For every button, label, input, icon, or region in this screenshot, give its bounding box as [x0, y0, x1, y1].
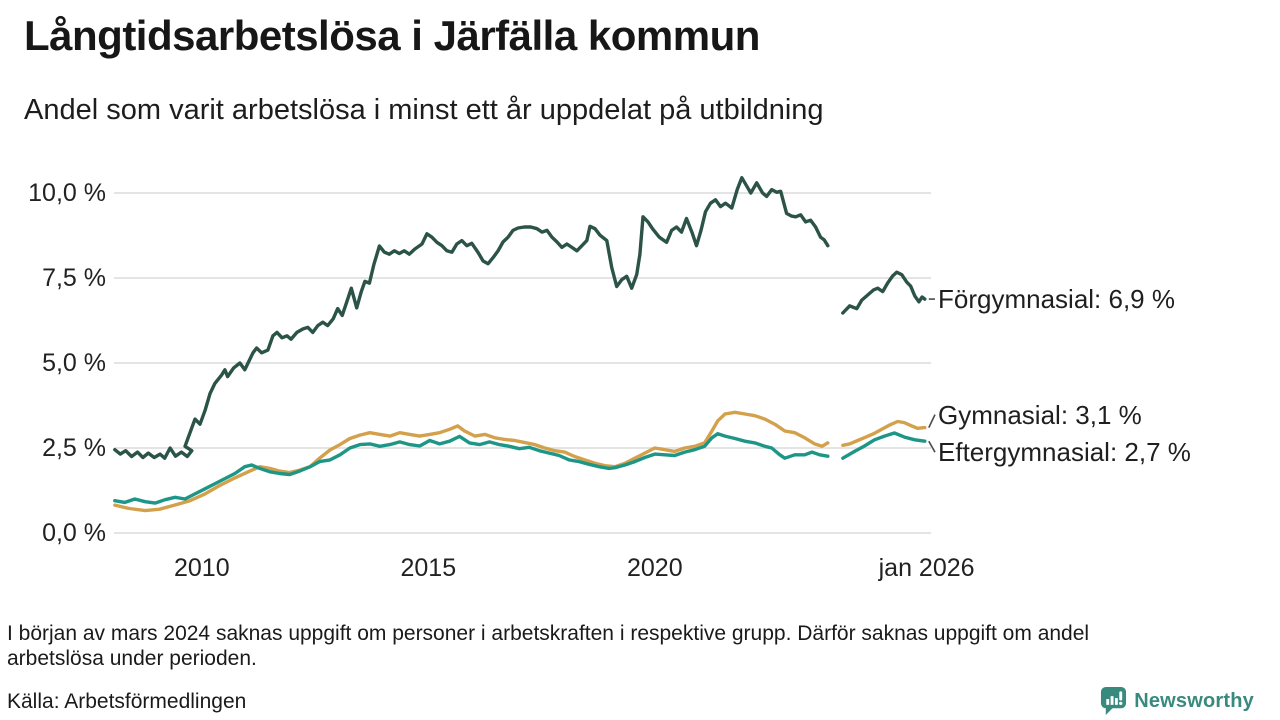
- series-end-label-gymnasial: Gymnasial: 3,1 %: [938, 399, 1142, 430]
- x-tick-label: 2015: [400, 554, 457, 582]
- series-line-förgymnasial: [113, 175, 830, 460]
- footnote: I början av mars 2024 saknas uppgift om …: [7, 622, 1090, 670]
- series-line-förgymnasial: [841, 270, 927, 315]
- brand-logo: Newsworthy: [1100, 686, 1254, 716]
- series-end-label-eftergymnasial: Eftergymnasial: 2,7 %: [938, 437, 1191, 468]
- y-tick-label: 2,5 %: [42, 434, 106, 462]
- series-end-label-förgymnasial: Förgymnasial: 6,9 %: [938, 284, 1175, 315]
- label-connector: [928, 440, 936, 453]
- newsworthy-icon: [1101, 687, 1127, 715]
- brand-name: Newsworthy: [1134, 689, 1254, 712]
- y-tick-label: 10,0 %: [28, 179, 106, 207]
- label-connector: [928, 414, 936, 428]
- series-line-eftergymnasial: [841, 431, 927, 460]
- page-title: Långtidsarbetslösa i Järfälla kommun: [24, 12, 760, 59]
- page-subtitle: Andel som varit arbetslösa i minst ett å…: [24, 94, 824, 126]
- y-tick-label: 0,0 %: [42, 519, 106, 547]
- series-line-eftergymnasial: [113, 432, 830, 505]
- source-attribution: Källa: Arbetsförmedlingen: [7, 690, 247, 713]
- y-tick-label: 5,0 %: [42, 349, 106, 377]
- series-line-gymnasial: [113, 410, 830, 513]
- y-tick-label: 7,5 %: [42, 264, 106, 292]
- series-line-gymnasial: [841, 419, 927, 447]
- x-tick-label: jan 2026: [878, 554, 975, 582]
- x-tick-label: 2020: [626, 554, 683, 582]
- x-tick-label: 2010: [173, 554, 230, 582]
